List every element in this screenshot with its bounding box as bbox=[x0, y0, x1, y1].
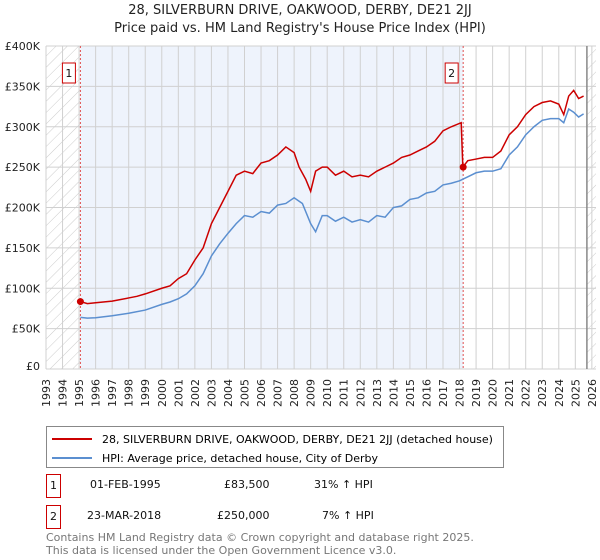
transaction-marker: 2 bbox=[46, 505, 61, 529]
x-tick-label: 1999 bbox=[139, 379, 152, 407]
sale-label: 2 bbox=[448, 67, 455, 80]
x-tick-label: 2005 bbox=[238, 379, 251, 407]
x-tick-label: 2020 bbox=[487, 379, 500, 407]
sale-label-box bbox=[61, 62, 76, 84]
x-tick-label: 2014 bbox=[387, 379, 400, 407]
footer-copyright: Contains HM Land Registry data © Crown c… bbox=[46, 531, 474, 544]
x-tick-label: 2024 bbox=[553, 379, 566, 407]
sale-point bbox=[76, 298, 84, 306]
x-tick-label: 2018 bbox=[454, 379, 467, 407]
x-tick-label: 2002 bbox=[189, 379, 202, 407]
x-tick-label: 2003 bbox=[205, 379, 218, 407]
chart-subtitle: Price paid vs. HM Land Registry's House … bbox=[114, 21, 486, 36]
y-tick-label: £150K bbox=[5, 242, 41, 255]
legend-label-hpi: HPI: Average price, detached house, City… bbox=[102, 451, 379, 465]
transaction-date: 23-MAR-2018 bbox=[87, 509, 162, 522]
x-tick-label: 2023 bbox=[536, 379, 549, 407]
x-tick-label: 2008 bbox=[288, 379, 301, 407]
legend-label-property: 28, SILVERBURN DRIVE, OAKWOOD, DERBY, DE… bbox=[102, 432, 493, 446]
hpi-line bbox=[80, 107, 585, 319]
legend-row-hpi: HPI: Average price, detached house, City… bbox=[52, 451, 493, 465]
transaction-hpi: 31% ↑ HPI bbox=[314, 478, 373, 491]
transaction-date: 01-FEB-1995 bbox=[90, 478, 161, 491]
x-tick-label: 2011 bbox=[338, 379, 351, 407]
y-tick-label: £400K bbox=[5, 40, 41, 53]
x-tick-label: 2022 bbox=[520, 379, 533, 407]
y-tick-label: £50K bbox=[12, 323, 41, 336]
legend-swatch-hpi bbox=[52, 457, 92, 459]
footer-licence: This data is licensed under the Open Gov… bbox=[46, 544, 397, 557]
legend-swatch-property bbox=[52, 438, 92, 440]
y-tick-label: £0 bbox=[26, 360, 40, 373]
x-tick-label: 2006 bbox=[255, 379, 268, 407]
x-tick-label: 2019 bbox=[470, 379, 483, 407]
price-chart: 1993 1994 1995 1996 1997 1998 1999 2000 2001 2002… bbox=[5, 40, 599, 407]
x-tick-label: 2001 bbox=[172, 379, 185, 407]
x-tick-label: 2007 bbox=[272, 379, 285, 407]
x-tick-label: 2016 bbox=[420, 379, 433, 407]
y-tick-label: £100K bbox=[5, 282, 41, 295]
legend-row-property: 28, SILVERBURN DRIVE, OAKWOOD, DERBY, DE… bbox=[52, 432, 493, 446]
x-tick-label: 1993 bbox=[40, 379, 53, 407]
legend: 28, SILVERBURN DRIVE, OAKWOOD, DERBY, DE… bbox=[46, 426, 504, 468]
x-tick-label: 2012 bbox=[354, 379, 367, 407]
y-tick-label: £200K bbox=[5, 202, 41, 215]
x-tick-label: 2015 bbox=[404, 379, 417, 407]
x-tick-label: 2026 bbox=[586, 379, 599, 407]
x-tick-label: 2013 bbox=[371, 379, 384, 407]
y-tick-label: £350K bbox=[5, 80, 41, 93]
sale-point bbox=[459, 163, 467, 171]
transaction-marker: 1 bbox=[46, 474, 61, 498]
x-tick-label: 2021 bbox=[503, 379, 516, 407]
y-tick-label: £300K bbox=[5, 121, 41, 134]
x-tick-label: 2000 bbox=[156, 379, 169, 407]
sale-label: 1 bbox=[65, 67, 72, 80]
property-price-line bbox=[80, 89, 584, 305]
x-tick-label: 2004 bbox=[222, 379, 235, 407]
transaction-price: £250,000 bbox=[217, 509, 270, 522]
x-tick-label: 1998 bbox=[123, 379, 136, 407]
x-tick-label: 2017 bbox=[437, 379, 450, 407]
x-tick-label: 1997 bbox=[106, 379, 119, 407]
transaction-price: £83,500 bbox=[224, 478, 270, 491]
x-tick-label: 1995 bbox=[73, 379, 86, 407]
x-tick-label: 1994 bbox=[57, 379, 70, 407]
x-tick-label: 2025 bbox=[569, 379, 582, 407]
transaction-hpi: 7% ↑ HPI bbox=[322, 509, 374, 522]
x-tick-label: 2010 bbox=[321, 379, 334, 407]
x-tick-label: 1996 bbox=[90, 379, 103, 407]
sale-label-box bbox=[444, 62, 459, 84]
x-tick-label: 2009 bbox=[305, 379, 318, 407]
chart-title: 28, SILVERBURN DRIVE, OAKWOOD, DERBY, DE… bbox=[128, 3, 472, 18]
y-tick-label: £250K bbox=[5, 161, 41, 174]
